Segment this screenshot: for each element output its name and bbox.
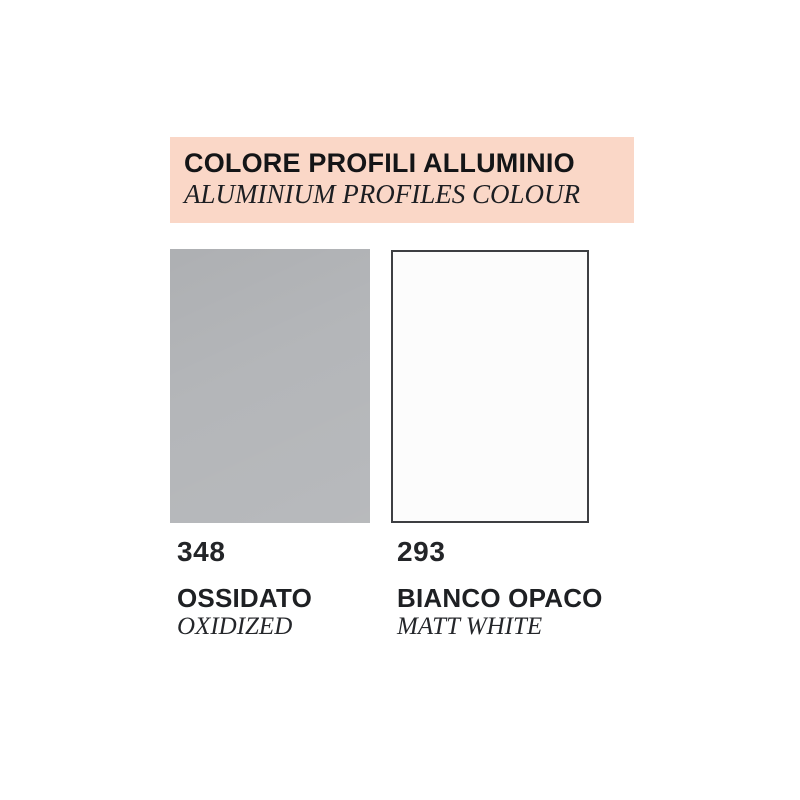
color-swatch-oxidized [170, 249, 370, 523]
section-header: COLORE PROFILI ALLUMINIO ALUMINIUM PROFI… [170, 137, 634, 223]
section-title-english: ALUMINIUM PROFILES COLOUR [184, 179, 580, 209]
color-name-italian: BIANCO OPACO [397, 583, 603, 613]
color-swatch-matt-white [391, 250, 589, 523]
color-name-english: OXIDIZED [177, 613, 293, 640]
color-name-italian: OSSIDATO [177, 583, 312, 613]
color-code: 348 [177, 536, 226, 567]
color-name-english: MATT WHITE [397, 613, 543, 640]
section-title-italian: COLORE PROFILI ALLUMINIO [184, 148, 575, 178]
color-code: 293 [397, 536, 446, 567]
